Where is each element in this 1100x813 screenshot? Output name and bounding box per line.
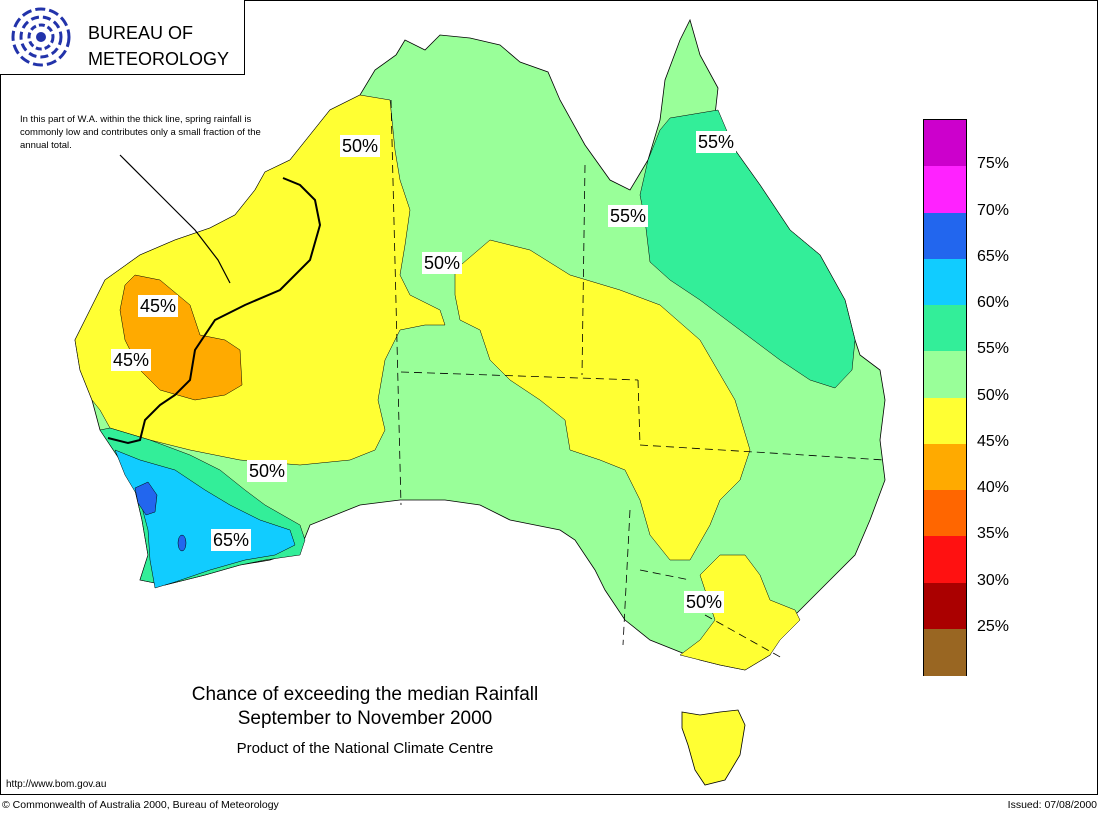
legend-swatch xyxy=(924,628,966,676)
map-product-note: Product of the National Climate Centre xyxy=(236,740,494,757)
region-45-central xyxy=(454,239,751,561)
legend-label: 30% xyxy=(977,571,1010,589)
wa-rainfall-note: In this part of W.A. within the thick li… xyxy=(20,114,261,151)
legend-label: 55% xyxy=(977,340,1010,358)
legend-swatch xyxy=(924,305,966,352)
map-label-45-wa-south: 45% xyxy=(111,349,152,371)
legend-label: 45% xyxy=(977,432,1010,450)
tasmania xyxy=(681,709,746,786)
legend-label: 35% xyxy=(977,525,1010,543)
legend-swatch xyxy=(924,258,966,306)
map-period: September to November 2000 xyxy=(237,708,493,729)
note-pointer-line xyxy=(119,154,231,284)
legend-label: 60% xyxy=(977,294,1010,311)
legend-swatch xyxy=(924,490,966,537)
map-title: Chance of exceeding the median Rainfall xyxy=(191,684,539,705)
legend-swatch xyxy=(924,212,966,260)
region-55-qld xyxy=(639,109,856,389)
copyright-text: © Commonwealth of Australia 2000, Bureau… xyxy=(2,799,279,811)
legend-label: 50% xyxy=(977,386,1010,404)
legend-label: 65% xyxy=(977,247,1010,265)
map-label-55-cape-york: 55% xyxy=(696,131,737,153)
wa-thick-boundary-line xyxy=(107,177,322,445)
map-label-50-nt: 50% xyxy=(422,252,463,274)
legend-swatch xyxy=(924,443,966,491)
region-60-sw xyxy=(114,449,296,589)
map-frame xyxy=(0,0,1098,795)
map-label-50-se: 50% xyxy=(684,591,725,613)
legend-color-bar xyxy=(923,119,967,676)
website-url[interactable]: http://www.bom.gov.au xyxy=(6,779,107,790)
region-65-sw xyxy=(134,481,158,516)
legend-swatch xyxy=(924,582,966,630)
legend-swatch xyxy=(924,397,966,445)
legend-label: 70% xyxy=(977,201,1010,219)
map-label-50-wa: 50% xyxy=(247,460,288,482)
legend-swatch xyxy=(924,536,966,583)
region-45-vic xyxy=(679,554,801,671)
issued-date: Issued: 07/08/2000 xyxy=(1007,799,1097,811)
legend-swatch xyxy=(924,120,966,167)
logo-box: BUREAU OF METEOROLOGY xyxy=(0,0,245,75)
state-borders xyxy=(390,99,886,659)
map-label-55-qld: 55% xyxy=(608,205,649,227)
legend-label: 40% xyxy=(977,479,1010,496)
region-65-spot xyxy=(177,534,187,552)
legend-swatch xyxy=(924,351,966,398)
bom-swirl-logo-icon xyxy=(11,7,71,67)
org-name: BUREAU OF METEOROLOGY xyxy=(88,23,230,69)
map-label-65-sw: 65% xyxy=(211,529,252,551)
legend-swatch xyxy=(924,166,966,213)
legend-label: 75% xyxy=(977,155,1010,173)
map-label-50-kimberley: 50% xyxy=(340,135,381,157)
map-label-45-wa-north: 45% xyxy=(138,295,179,317)
legend-label: 25% xyxy=(977,617,1010,635)
